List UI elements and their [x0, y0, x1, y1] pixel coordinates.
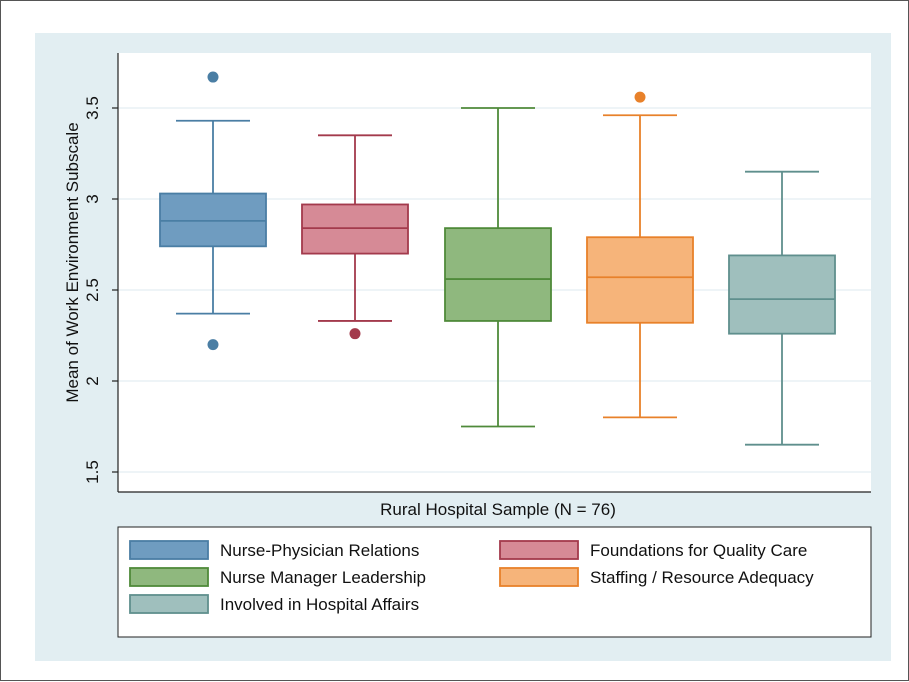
box-iqr — [444, 227, 552, 322]
outlier-point — [207, 71, 219, 83]
legend-label: Foundations for Quality Care — [590, 541, 807, 560]
y-axis-label: Mean of Work Environment Subscale — [63, 122, 82, 402]
y-tick-label: 1.5 — [83, 460, 102, 484]
box-iqr — [586, 236, 694, 324]
outlier-point — [634, 91, 646, 103]
box-5 — [728, 170, 836, 446]
box-iqr — [728, 254, 836, 335]
legend-swatch — [499, 567, 579, 587]
y-tick-label: 2.5 — [83, 278, 102, 302]
box-4 — [586, 91, 694, 419]
y-tick-label: 2 — [83, 376, 102, 385]
outlier-point — [349, 328, 361, 340]
y-tick-label: 3.5 — [83, 96, 102, 120]
legend-label: Nurse Manager Leadership — [220, 568, 426, 587]
x-axis-label: Rural Hospital Sample (N = 76) — [380, 500, 616, 519]
legend: Nurse-Physician Relations Foundations for… — [117, 526, 872, 638]
legend-swatch — [129, 594, 209, 614]
boxes — [159, 71, 836, 446]
legend-label: Staffing / Resource Adequacy — [590, 568, 814, 587]
legend-swatch — [129, 567, 209, 587]
legend-swatch — [129, 540, 209, 560]
outlier-point — [207, 339, 219, 351]
box-iqr — [301, 203, 409, 255]
legend-box — [117, 526, 872, 638]
y-tick-label: 3 — [83, 194, 102, 203]
box-iqr — [159, 192, 267, 248]
legend-swatch — [499, 540, 579, 560]
legend-label: Involved in Hospital Affairs — [220, 595, 419, 614]
box-3 — [444, 107, 552, 428]
box-1 — [159, 71, 267, 351]
box-2 — [301, 134, 409, 340]
legend-label: Nurse-Physician Relations — [220, 541, 419, 560]
axes: 1.5 2 2.5 3 3.5 — [83, 53, 871, 493]
